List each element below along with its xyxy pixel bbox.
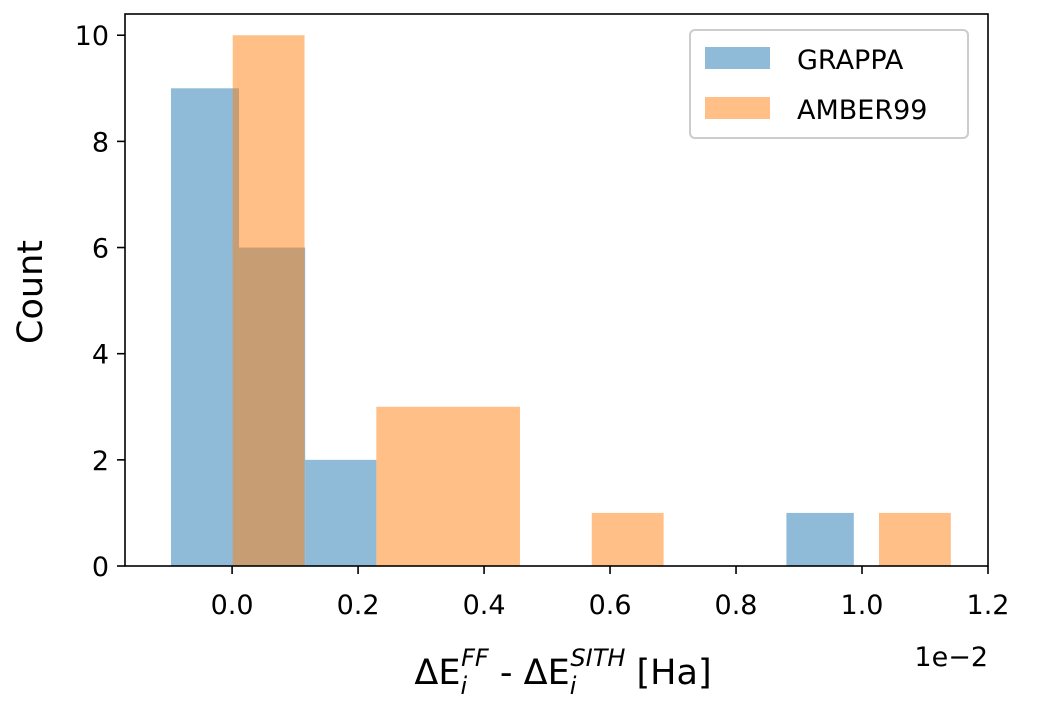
y-tick-label-5: 10 [75,21,109,52]
bar-grappa-3 [786,512,854,566]
y-tick-label-0: 0 [92,552,109,583]
y-axis-label: Count [11,240,51,344]
axis-ticks: 0.0 0.2 0.4 0.6 0.8 1.0 1.2 0 2 4 6 8 10 [75,21,1010,621]
legend: GRAPPA AMBER99 [689,29,969,139]
x-tick-label-5: 1.0 [841,590,884,621]
x-tick-label-3: 0.6 [589,590,632,621]
bars-layer [170,35,951,567]
legend-swatch-amber99 [705,97,770,119]
bar-amber99-2 [591,512,664,566]
y-tick-label-3: 6 [92,234,109,265]
x-tick-label-2: 0.4 [463,590,506,621]
bar-grappa-0 [170,88,240,566]
y-tick-label-2: 4 [92,340,109,371]
bar-amber99-3 [879,512,951,566]
x-axis-scale-label: 1e−2 [914,642,988,673]
legend-label-amber99: AMBER99 [797,95,927,126]
x-tick-label-6: 1.2 [967,590,1010,621]
bar-amber99-0 [232,35,305,567]
plot-frame [124,13,989,567]
x-tick-label-1: 0.2 [337,590,380,621]
x-axis-label: ΔEiFF - ΔEiSITH [Ha] [414,644,711,700]
legend-label-grappa: GRAPPA [797,45,904,76]
bar-grappa-2 [305,459,377,566]
y-tick-label-4: 8 [92,127,109,158]
y-tick-label-1: 2 [92,446,109,477]
x-tick-label-0: 0.0 [211,590,254,621]
legend-swatch-grappa [705,47,770,69]
x-tick-label-4: 0.8 [715,590,758,621]
bar-amber99-1 [376,406,520,566]
